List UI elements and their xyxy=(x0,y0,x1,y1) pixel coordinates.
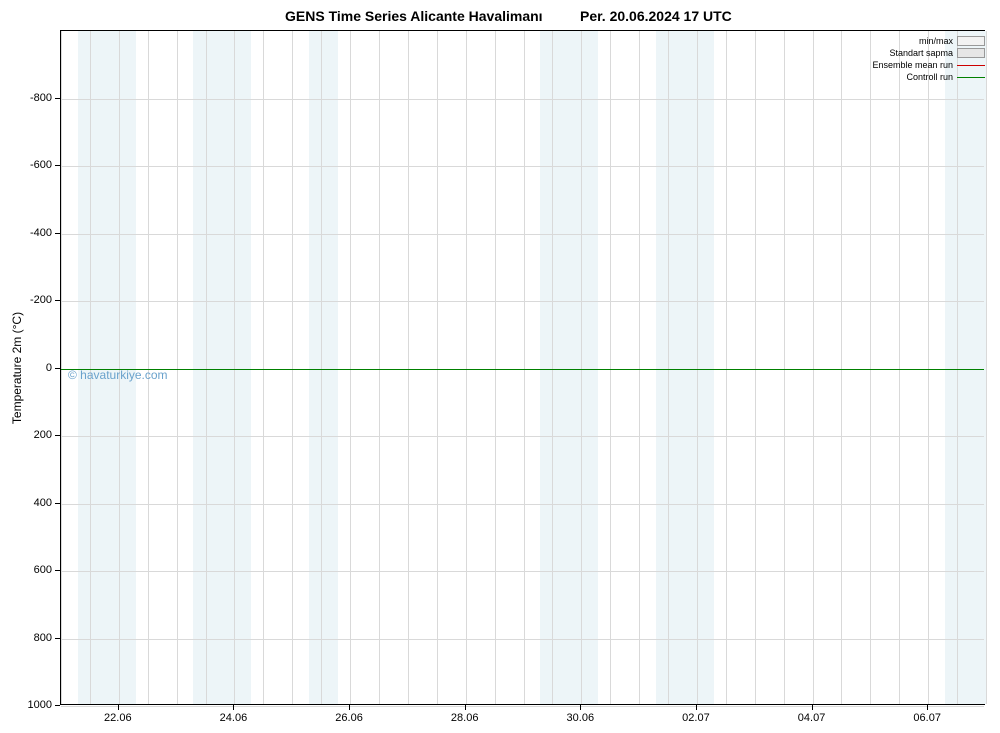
gridline-x xyxy=(841,31,842,704)
x-tick-label: 24.06 xyxy=(220,712,248,724)
tick-y xyxy=(55,435,60,436)
tick-y xyxy=(55,300,60,301)
tick-y xyxy=(55,570,60,571)
gridline-x xyxy=(697,31,698,704)
legend-line xyxy=(957,65,985,66)
gridline-x xyxy=(784,31,785,704)
gridline-y xyxy=(61,166,984,167)
gridline-x xyxy=(61,31,62,704)
tick-y xyxy=(55,98,60,99)
gridline-x xyxy=(957,31,958,704)
gridline-x xyxy=(177,31,178,704)
gridline-x xyxy=(292,31,293,704)
gridline-y xyxy=(61,99,984,100)
gridline-x xyxy=(755,31,756,704)
gridline-x xyxy=(552,31,553,704)
gridline-y xyxy=(61,504,984,505)
gridline-x xyxy=(495,31,496,704)
gridline-x xyxy=(813,31,814,704)
x-tick-label: 30.06 xyxy=(567,712,595,724)
legend-label: Ensemble mean run xyxy=(872,60,957,70)
x-tick-label: 04.07 xyxy=(798,712,826,724)
y-tick-label: -200 xyxy=(20,294,52,306)
x-tick-label: 06.07 xyxy=(913,712,941,724)
y-tick-label: 800 xyxy=(20,632,52,644)
legend-item: Ensemble mean run xyxy=(872,59,985,71)
weekend-shade xyxy=(540,31,598,704)
weekend-shade xyxy=(656,31,714,704)
y-tick-label: 400 xyxy=(20,497,52,509)
tick-y xyxy=(55,233,60,234)
tick-x xyxy=(696,705,697,710)
gridline-x xyxy=(639,31,640,704)
legend-label: Controll run xyxy=(906,72,957,82)
gridline-x xyxy=(321,31,322,704)
y-tick-label: 1000 xyxy=(20,699,52,711)
gridline-x xyxy=(899,31,900,704)
gridline-x xyxy=(870,31,871,704)
tick-x xyxy=(233,705,234,710)
weekend-shade xyxy=(945,31,986,704)
gridline-y xyxy=(61,571,984,572)
legend-item: Controll run xyxy=(872,71,985,83)
y-tick-label: -400 xyxy=(20,227,52,239)
legend-item: Standart sapma xyxy=(872,47,985,59)
y-tick-label: 600 xyxy=(20,564,52,576)
tick-x xyxy=(465,705,466,710)
gridline-x xyxy=(524,31,525,704)
plot-area xyxy=(60,30,985,705)
gridline-y xyxy=(61,706,984,707)
tick-x xyxy=(118,705,119,710)
watermark: © havaturkiye.com xyxy=(68,368,168,382)
weekend-shade xyxy=(193,31,251,704)
gridline-x xyxy=(263,31,264,704)
x-tick-label: 28.06 xyxy=(451,712,479,724)
tick-y xyxy=(55,503,60,504)
gridline-x xyxy=(408,31,409,704)
gridline-y xyxy=(61,301,984,302)
gridline-x xyxy=(206,31,207,704)
tick-x xyxy=(927,705,928,710)
x-tick-label: 26.06 xyxy=(335,712,363,724)
gridline-x xyxy=(726,31,727,704)
y-tick-label: 0 xyxy=(20,362,52,374)
legend-item: min/max xyxy=(872,35,985,47)
gridline-x xyxy=(437,31,438,704)
chart-title-left: GENS Time Series Alicante Havalimanı xyxy=(285,8,543,24)
gridline-x xyxy=(350,31,351,704)
gridline-x xyxy=(610,31,611,704)
tick-y xyxy=(55,165,60,166)
gridline-x xyxy=(379,31,380,704)
gridline-x xyxy=(928,31,929,704)
legend-line xyxy=(957,77,985,78)
legend-label: min/max xyxy=(919,36,957,46)
tick-y xyxy=(55,368,60,369)
y-tick-label: 200 xyxy=(20,429,52,441)
tick-y xyxy=(55,705,60,706)
y-tick-label: -800 xyxy=(20,92,52,104)
y-tick-label: -600 xyxy=(20,159,52,171)
legend: min/max Standart sapma Ensemble mean run Co… xyxy=(872,35,985,83)
gridline-y xyxy=(61,639,984,640)
chart-title-right: Per. 20.06.2024 17 UTC xyxy=(580,8,732,24)
chart-container: GENS Time Series Alicante Havalimanı Per… xyxy=(0,0,1000,733)
x-tick-label: 22.06 xyxy=(104,712,132,724)
legend-label: Standart sapma xyxy=(889,48,957,58)
tick-x xyxy=(349,705,350,710)
tick-y xyxy=(55,638,60,639)
gridline-x xyxy=(466,31,467,704)
tick-x xyxy=(812,705,813,710)
legend-swatch xyxy=(957,48,985,58)
gridline-x xyxy=(986,31,987,704)
gridline-x xyxy=(234,31,235,704)
controll-run-line xyxy=(61,369,984,370)
gridline-y xyxy=(61,234,984,235)
gridline-x xyxy=(668,31,669,704)
gridline-y xyxy=(61,436,984,437)
weekend-shade xyxy=(309,31,338,704)
legend-swatch xyxy=(957,36,985,46)
gridline-x xyxy=(581,31,582,704)
x-tick-label: 02.07 xyxy=(682,712,710,724)
tick-x xyxy=(580,705,581,710)
